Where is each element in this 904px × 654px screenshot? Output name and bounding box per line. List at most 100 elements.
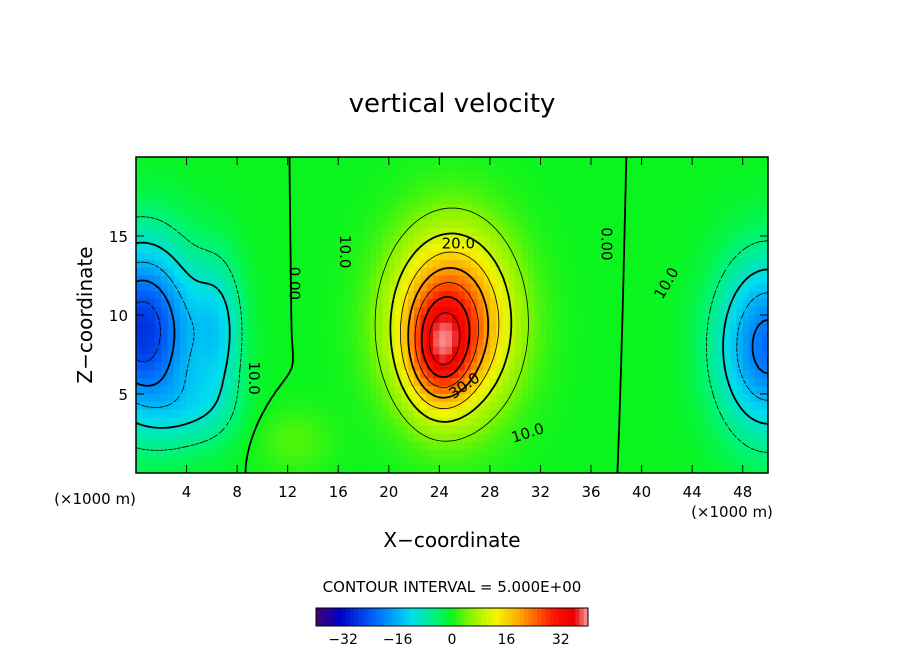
heatmap-cell <box>496 220 504 229</box>
heatmap-cell <box>173 251 181 261</box>
heatmap-cell <box>761 291 768 300</box>
heatmap-cell <box>610 401 617 411</box>
heatmap-cell <box>761 322 768 332</box>
heatmap-cell <box>546 180 554 190</box>
heatmap-cell <box>433 338 440 348</box>
heatmap-cell <box>483 212 491 221</box>
heatmap-cell <box>173 338 181 348</box>
heatmap-cell <box>635 204 643 213</box>
heatmap-cell <box>433 362 440 371</box>
heatmap-cell <box>635 441 643 450</box>
heatmap-cell <box>622 370 630 379</box>
heatmap-cell <box>521 417 529 427</box>
heatmap-cell <box>218 315 226 324</box>
heatmap-cell <box>199 275 207 284</box>
heatmap-cell <box>395 338 403 348</box>
heatmap-cell <box>325 457 333 466</box>
heatmap-cell <box>407 228 415 237</box>
heatmap-cell <box>647 259 655 269</box>
heatmap-cell <box>515 330 523 340</box>
heatmap-cell <box>161 188 169 198</box>
heatmap-cell <box>540 172 548 182</box>
heatmap-cell <box>136 370 143 379</box>
heatmap-cell <box>458 346 466 356</box>
heatmap-cell <box>685 338 693 348</box>
heatmap-cell <box>521 362 529 371</box>
heatmap-cell <box>483 433 491 442</box>
heatmap-cell <box>559 291 567 300</box>
heatmap-cell <box>521 251 529 261</box>
heatmap-cell <box>445 220 453 229</box>
heatmap-cell <box>736 433 744 442</box>
heatmap-cell <box>660 457 668 466</box>
heatmap-cell <box>685 267 693 277</box>
heatmap-cell <box>692 188 700 198</box>
heatmap-cell <box>344 212 352 221</box>
heatmap-cell <box>565 299 573 308</box>
heatmap-cell <box>559 370 567 379</box>
heatmap-cell <box>173 267 181 277</box>
heatmap-cell <box>205 188 213 198</box>
heatmap-cell <box>237 386 245 395</box>
heatmap-cell <box>458 164 466 174</box>
heatmap-cell <box>565 457 573 466</box>
heatmap-cell <box>173 330 181 340</box>
heatmap-cell <box>350 378 358 387</box>
heatmap-cell <box>312 275 320 284</box>
colorbar-swatch <box>405 608 410 626</box>
heatmap-cell <box>142 307 150 316</box>
heatmap-cell <box>755 378 763 387</box>
heatmap-cell <box>654 457 662 466</box>
colorbar-swatch <box>511 608 517 626</box>
heatmap-cell <box>723 259 731 269</box>
heatmap-cell <box>306 236 314 245</box>
heatmap-cell <box>641 299 649 308</box>
heatmap-cell <box>205 251 213 261</box>
heatmap-cell <box>477 362 485 371</box>
heatmap-cell <box>711 267 719 277</box>
heatmap-cell <box>622 307 630 316</box>
heatmap-cell <box>426 425 434 435</box>
heatmap-cell <box>186 401 194 411</box>
heatmap-cell <box>508 370 516 379</box>
heatmap-cell <box>578 401 586 411</box>
heatmap-cell <box>268 157 276 166</box>
heatmap-cell <box>350 425 358 435</box>
heatmap-cell <box>483 236 491 245</box>
heatmap-cell <box>180 196 188 205</box>
heatmap-cell <box>458 236 466 245</box>
heatmap-cell <box>717 354 725 363</box>
heatmap-cell <box>249 370 257 379</box>
heatmap-cell <box>654 378 662 387</box>
heatmap-cell <box>420 394 428 403</box>
heatmap-cell <box>711 196 719 205</box>
heatmap-cell <box>698 449 706 458</box>
heatmap-cell <box>641 370 649 379</box>
heatmap-cell <box>717 449 725 458</box>
heatmap-cell <box>641 315 649 324</box>
heatmap-cell <box>376 196 384 205</box>
heatmap-cell <box>388 457 396 466</box>
heatmap-cell <box>508 267 516 277</box>
heatmap-cell <box>224 172 232 182</box>
heatmap-cell <box>654 283 662 292</box>
heatmap-cell <box>711 449 719 458</box>
heatmap-cell <box>540 378 548 387</box>
heatmap-cell <box>369 236 377 245</box>
heatmap-cell <box>395 299 403 308</box>
heatmap-cell <box>578 299 586 308</box>
heatmap-cell <box>742 220 750 229</box>
heatmap-cell <box>312 433 320 442</box>
heatmap-cell <box>496 394 504 403</box>
heatmap-cell <box>597 157 605 166</box>
heatmap-cell <box>647 417 655 427</box>
heatmap-cell <box>540 386 548 395</box>
heatmap-cell <box>584 433 592 442</box>
heatmap-cell <box>262 267 270 277</box>
heatmap-cell <box>439 275 447 284</box>
heatmap-cell <box>268 307 276 316</box>
heatmap-cell <box>249 433 257 442</box>
heatmap-cell <box>319 283 327 292</box>
heatmap-cell <box>578 425 586 435</box>
heatmap-cell <box>553 196 561 205</box>
